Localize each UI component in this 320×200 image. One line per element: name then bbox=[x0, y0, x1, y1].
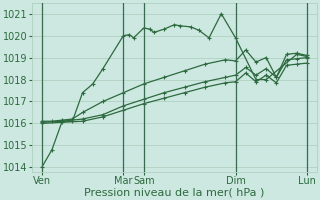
X-axis label: Pression niveau de la mer( hPa ): Pression niveau de la mer( hPa ) bbox=[84, 187, 265, 197]
